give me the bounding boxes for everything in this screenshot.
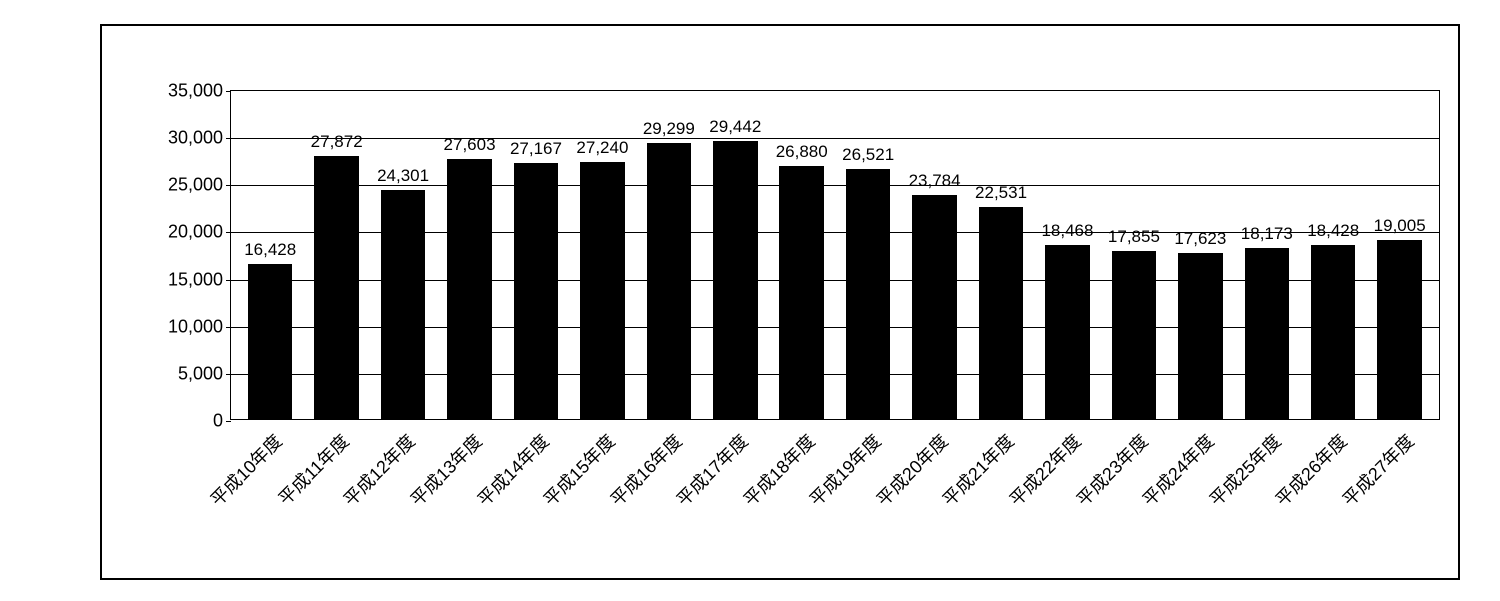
bar-slot: 27,240 xyxy=(569,91,635,419)
y-tick-label: 15,000 xyxy=(168,269,231,290)
chart-frame: 16,428 27,872 24,301 27,603 27,167 27,240 29,2… xyxy=(0,0,1500,601)
bar: 26,521 xyxy=(846,169,891,419)
bar-value-label: 26,880 xyxy=(776,142,828,166)
bar-slot: 26,880 xyxy=(769,91,835,419)
bar-slot: 17,855 xyxy=(1101,91,1167,419)
y-tick-label: 5,000 xyxy=(178,363,231,384)
bar-slot: 29,442 xyxy=(702,91,768,419)
bar: 16,428 xyxy=(248,264,293,419)
bar: 26,880 xyxy=(779,166,824,419)
bar-slot: 27,167 xyxy=(503,91,569,419)
bar-slot: 18,173 xyxy=(1234,91,1300,419)
bar-value-label: 29,299 xyxy=(643,119,695,143)
bar: 27,603 xyxy=(447,159,492,419)
bar-value-label: 24,301 xyxy=(377,166,429,190)
bar-slot: 17,623 xyxy=(1167,91,1233,419)
bar: 29,442 xyxy=(713,141,758,419)
bar-slot: 29,299 xyxy=(636,91,702,419)
bar-slot: 26,521 xyxy=(835,91,901,419)
y-tick-label: 20,000 xyxy=(168,222,231,243)
y-tick-label: 30,000 xyxy=(168,128,231,149)
bar: 18,428 xyxy=(1311,245,1356,419)
bar: 27,240 xyxy=(580,162,625,419)
bar-slot: 22,531 xyxy=(968,91,1034,419)
bar-slot: 27,603 xyxy=(436,91,502,419)
bar: 18,173 xyxy=(1245,248,1290,419)
bar-value-label: 18,173 xyxy=(1241,224,1293,248)
bar-value-label: 27,167 xyxy=(510,139,562,163)
bar-value-label: 19,005 xyxy=(1374,216,1426,240)
y-tick-label: 0 xyxy=(213,411,231,432)
bar-value-label: 18,468 xyxy=(1041,221,1093,245)
bar: 24,301 xyxy=(381,190,426,419)
bar-value-label: 22,531 xyxy=(975,183,1027,207)
bars-container: 16,428 27,872 24,301 27,603 27,167 27,240 29,2… xyxy=(231,91,1439,419)
bar: 17,855 xyxy=(1112,251,1157,419)
bar-value-label: 23,784 xyxy=(909,171,961,195)
plot-area: 16,428 27,872 24,301 27,603 27,167 27,240 29,2… xyxy=(230,90,1440,420)
bar-slot: 16,428 xyxy=(237,91,303,419)
bar-value-label: 27,240 xyxy=(576,138,628,162)
bar-value-label: 18,428 xyxy=(1307,221,1359,245)
y-tick-label: 25,000 xyxy=(168,175,231,196)
bar-value-label: 27,603 xyxy=(444,135,496,159)
bar-value-label: 26,521 xyxy=(842,145,894,169)
bar: 29,299 xyxy=(647,143,692,419)
bar-value-label: 27,872 xyxy=(311,132,363,156)
bar: 27,167 xyxy=(514,163,559,419)
bar: 17,623 xyxy=(1178,253,1223,419)
bar: 23,784 xyxy=(912,195,957,419)
bar-slot: 24,301 xyxy=(370,91,436,419)
bar-value-label: 16,428 xyxy=(244,240,296,264)
bar-value-label: 17,855 xyxy=(1108,227,1160,251)
bar-slot: 18,428 xyxy=(1300,91,1366,419)
y-tick-label: 10,000 xyxy=(168,316,231,337)
bar-slot: 18,468 xyxy=(1034,91,1100,419)
bar-value-label: 29,442 xyxy=(709,117,761,141)
bar: 18,468 xyxy=(1045,245,1090,419)
bar-slot: 27,872 xyxy=(303,91,369,419)
bar: 19,005 xyxy=(1377,240,1422,419)
bar-slot: 23,784 xyxy=(901,91,967,419)
bar: 22,531 xyxy=(979,207,1024,419)
bar: 27,872 xyxy=(314,156,359,419)
y-tick-label: 35,000 xyxy=(168,81,231,102)
bar-value-label: 17,623 xyxy=(1174,229,1226,253)
bar-slot: 19,005 xyxy=(1366,91,1432,419)
